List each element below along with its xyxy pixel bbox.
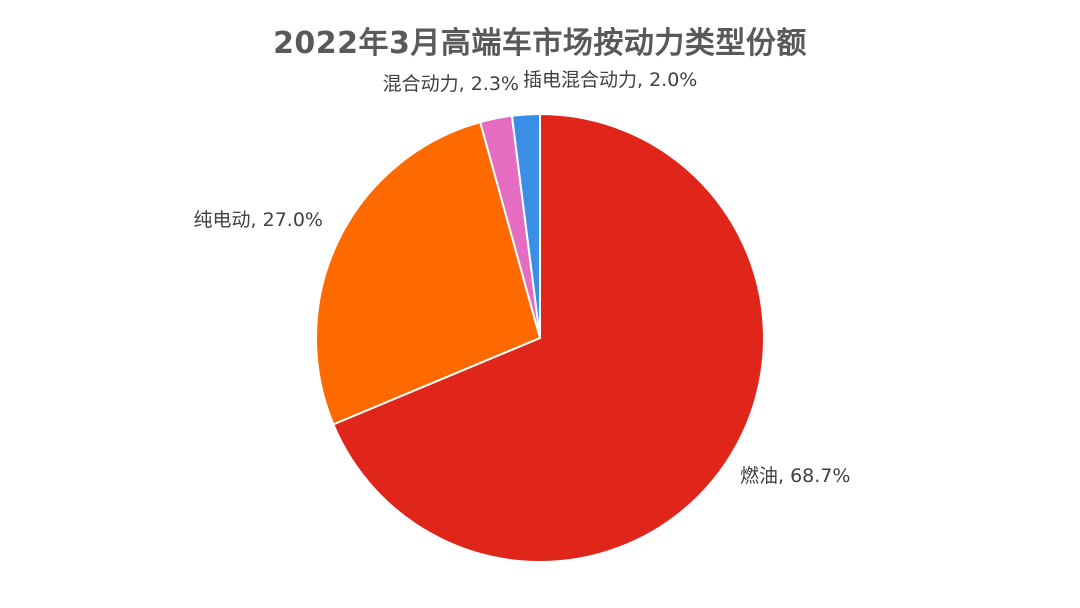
pie-slices (315, 113, 765, 563)
pie-slice-1 (332, 113, 765, 563)
pie-slice-2 (315, 121, 541, 426)
chart-title: 2022年3月高端车市场按动力类型份额 (273, 26, 807, 61)
pie-labels: 燃油, 68.7% 纯电动, 27.0% 混合动力, 2.3% 插电混合动力, 2.0… (194, 69, 851, 487)
data-label-2: 纯电动, 27.0% (194, 209, 323, 231)
data-label-3: 混合动力, 2.3% (383, 73, 519, 95)
data-label-4: 插电混合动力, 2.0% (523, 69, 697, 91)
data-label-1: 燃油, 68.7% (740, 465, 850, 487)
pie-slice-4 (510, 113, 541, 339)
